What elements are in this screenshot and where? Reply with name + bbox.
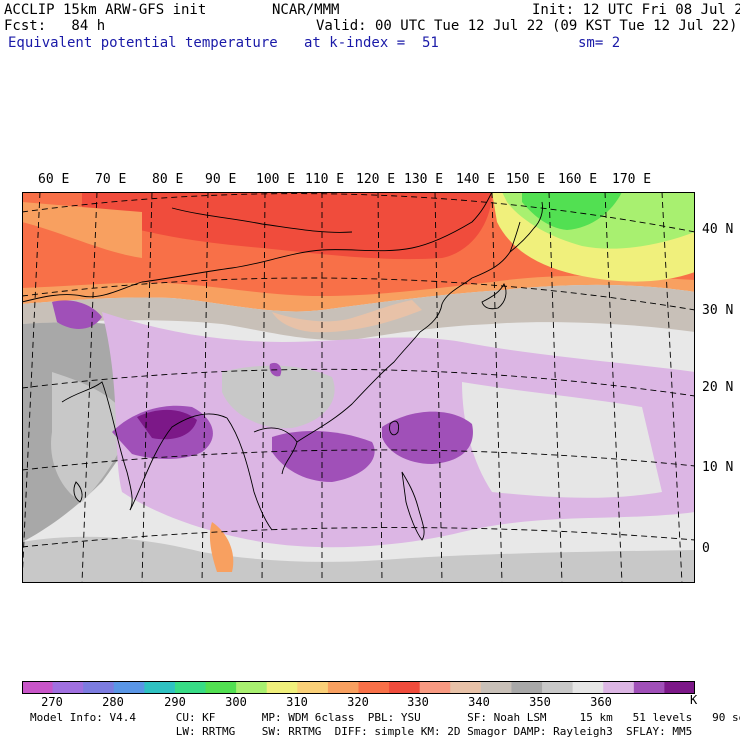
longitude-label: 170 E — [612, 172, 652, 187]
longitude-label: 90 E — [205, 172, 237, 187]
model-info-line2: LW: RRTMG SW: RRTMG DIFF: simple KM: 2D … — [30, 725, 693, 738]
longitude-label: 120 E — [356, 172, 396, 187]
field-region-bay-core — [137, 409, 197, 440]
colorbar-swatch — [603, 681, 635, 694]
colorbar-swatch — [389, 681, 421, 694]
colorbar-swatch — [113, 681, 145, 694]
colorbar-swatch — [480, 681, 512, 694]
graticule — [22, 192, 695, 583]
colorbar-tick-label: 280 — [102, 695, 124, 709]
longitude-label: 110 E — [305, 172, 345, 187]
colorbar-swatch — [174, 681, 207, 694]
field-region-nw-core — [52, 300, 102, 329]
longitude-label: 70 E — [95, 172, 127, 187]
map-frame — [22, 192, 695, 583]
field-region-green — [522, 192, 622, 230]
colorbar-swatch — [52, 681, 84, 694]
colorbar-tick-label: 340 — [468, 695, 490, 709]
latitude-label: 20 N — [702, 380, 734, 395]
latitude-label: 30 N — [702, 303, 734, 318]
longitude-label: 100 E — [256, 172, 296, 187]
field-region-philippine-sea-core — [382, 411, 473, 464]
longitude-label: 140 E — [456, 172, 496, 187]
colorbar-swatch — [358, 681, 390, 694]
colorbar-swatch — [205, 681, 237, 694]
colorbar-swatch — [236, 681, 268, 694]
institution-label: NCAR/MMM — [272, 2, 340, 18]
coastlines — [22, 192, 543, 541]
field-region-tan — [272, 300, 422, 333]
colorbar-swatch — [511, 681, 543, 694]
colorbar-swatch — [419, 681, 451, 694]
colorbar-tick-label: 310 — [286, 695, 308, 709]
field-region-pale — [462, 382, 662, 498]
colorbar-swatch — [450, 681, 482, 694]
field-region-sumatra — [209, 522, 234, 572]
theta-e-map — [22, 192, 695, 583]
field-name: Equivalent potential temperature — [8, 35, 278, 51]
colorbar — [22, 681, 695, 694]
model-info-line1: Model Info: V4.4 CU: KF MP: WDM 6class P… — [30, 711, 740, 724]
colorbar-tick-label: 330 — [407, 695, 429, 709]
longitude-label: 130 E — [404, 172, 444, 187]
latitude-label: 10 N — [702, 460, 734, 475]
field-region-deep-red — [82, 192, 492, 260]
latitude-label: 40 N — [702, 222, 734, 237]
colorbar-swatch — [542, 681, 574, 694]
field-region-west-lightgrey — [51, 372, 132, 502]
forecast-hour: Fcst: 84 h — [4, 18, 106, 34]
latitude-label: 0 — [702, 541, 710, 556]
colorbar-frame — [22, 681, 695, 694]
valid-time: Valid: 00 UTC Tue 12 Jul 22 (09 KST Tue … — [316, 18, 738, 34]
colorbar-swatch — [266, 681, 298, 694]
colorbar-swatch — [633, 681, 665, 694]
colorbar-swatch — [572, 681, 604, 694]
colorbar-swatch — [664, 681, 695, 694]
colorbar-tick-label: 360 — [590, 695, 612, 709]
colorbar-swatch — [22, 681, 54, 694]
smoothing-value: sm= 2 — [578, 35, 621, 51]
colorbar-swatch — [83, 681, 115, 694]
colorbar-swatch — [297, 681, 329, 694]
init-time: Init: 12 UTC Fri 08 Jul 22 — [532, 2, 740, 18]
colorbar-tick-label: 300 — [225, 695, 247, 709]
field-region-indochina-grey — [222, 365, 335, 429]
colorbar-tick-label: 350 — [529, 695, 551, 709]
colorbar-unit: K — [690, 693, 698, 707]
longitude-label: 150 E — [506, 172, 546, 187]
colorbar-tick-label: 290 — [164, 695, 186, 709]
field-region-nw — [22, 202, 142, 258]
colorbar-swatch — [144, 681, 176, 694]
field-region-south-grey — [22, 536, 695, 583]
longitude-label: 80 E — [152, 172, 184, 187]
colorbar-tick-label: 320 — [347, 695, 369, 709]
model-title: ACCLIP 15km ARW-GFS init — [4, 2, 207, 18]
vertical-level: at k-index = 51 — [304, 35, 439, 51]
longitude-label: 60 E — [38, 172, 70, 187]
field-region-scs-core — [272, 430, 375, 482]
longitude-label: 160 E — [558, 172, 598, 187]
colorbar-swatch — [327, 681, 359, 694]
colorbar-tick-label: 270 — [41, 695, 63, 709]
field-region-transition — [22, 284, 695, 341]
